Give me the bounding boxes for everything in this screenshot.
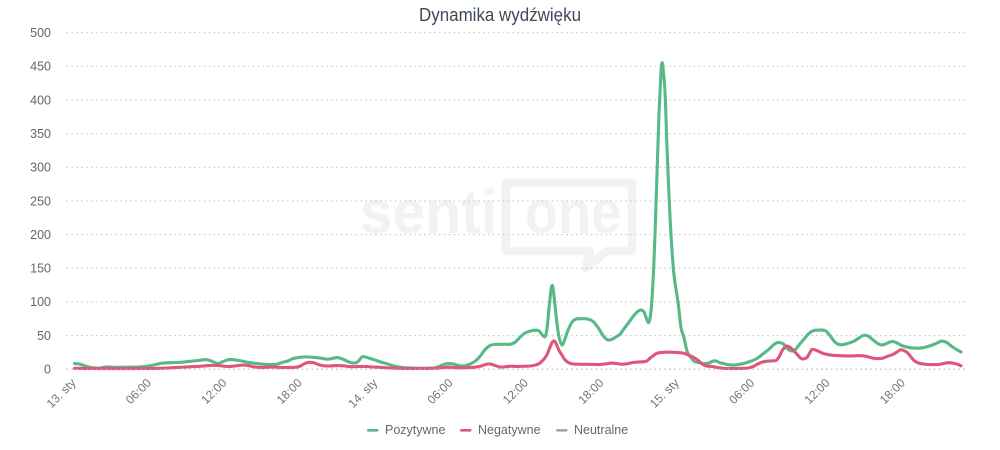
svg-text:senti: senti [360,178,497,246]
svg-text:one: one [525,178,621,246]
svg-text:50: 50 [37,329,51,343]
svg-text:100: 100 [30,295,51,309]
svg-text:300: 300 [30,161,51,175]
svg-text:450: 450 [30,60,51,74]
svg-text:Dynamika wydźwięku: Dynamika wydźwięku [419,4,581,25]
svg-text:400: 400 [30,93,51,107]
svg-text:Pozytywne: Pozytywne [385,423,445,437]
svg-text:150: 150 [30,262,51,276]
svg-text:Neutralne: Neutralne [574,423,628,437]
svg-text:500: 500 [30,26,51,40]
svg-text:250: 250 [30,194,51,208]
svg-text:0: 0 [44,363,51,377]
svg-text:350: 350 [30,127,51,141]
svg-text:200: 200 [30,228,51,242]
svg-text:Negatywne: Negatywne [478,423,541,437]
